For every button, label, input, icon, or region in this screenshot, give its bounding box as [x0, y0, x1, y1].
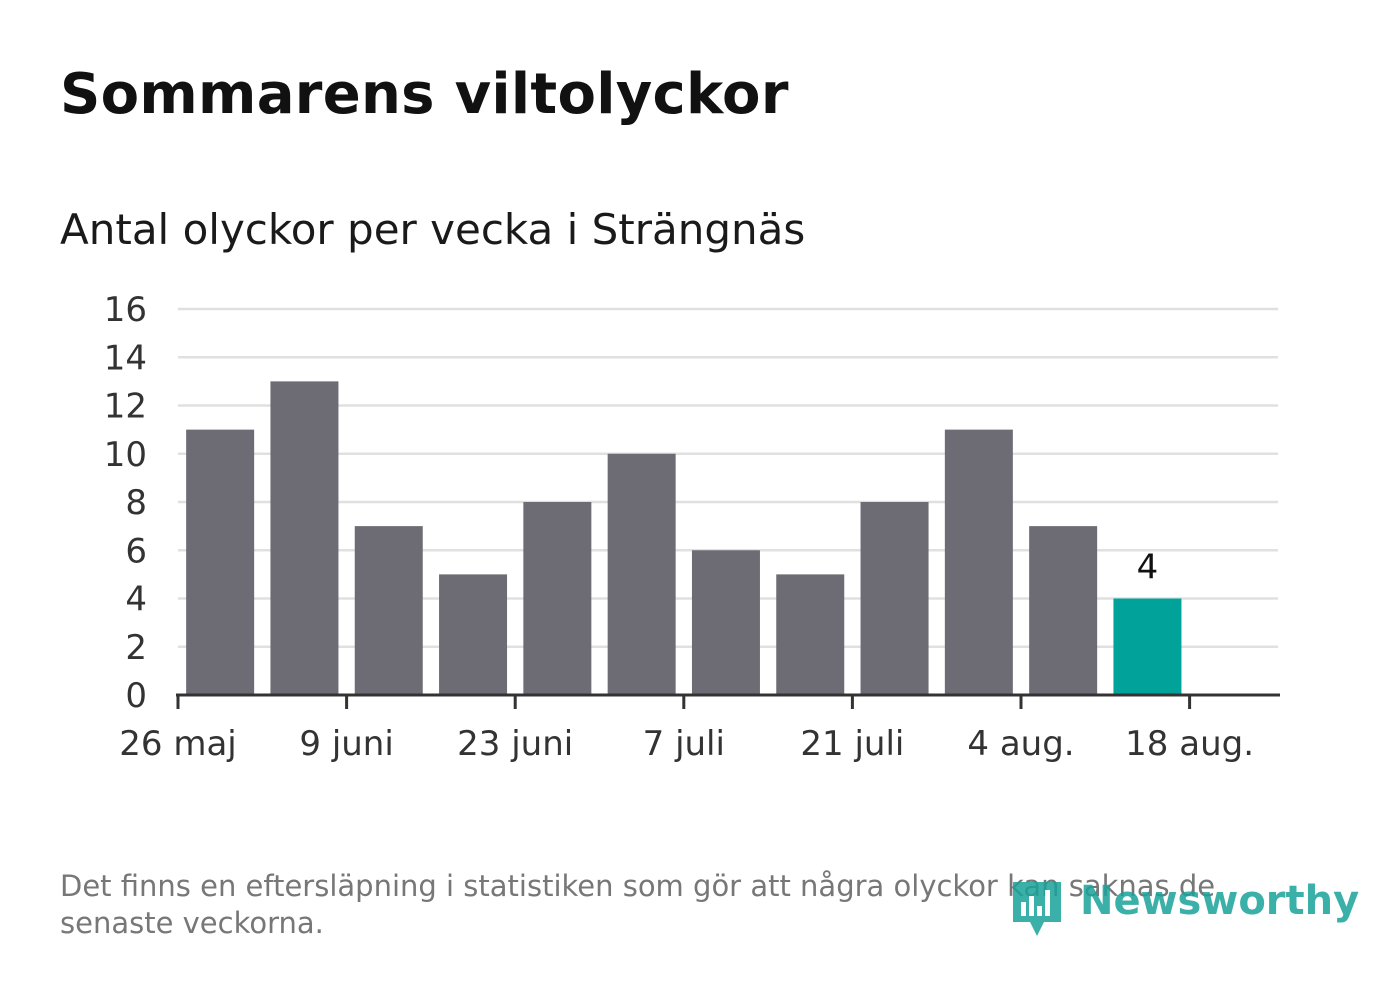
bar [691, 550, 760, 695]
bar [944, 429, 1013, 695]
y-tick-label: 2 [125, 628, 147, 668]
y-tick-label: 12 [104, 387, 147, 427]
labels: 0 2 4 6 8 10 12 14 16 4 26 maj 9 juni 23 juni 7 juli 2… [104, 290, 1254, 764]
y-tick-label: 14 [104, 338, 147, 378]
x-tick-label: 21 juli [800, 724, 904, 764]
chart-subtitle: Antal olyckor per vecka i Strängnäs [60, 205, 806, 254]
data-label: 4 [1137, 548, 1159, 588]
newsworthy-logo-icon [1013, 882, 1061, 936]
x-tick-label: 9 juni [299, 724, 393, 764]
axes [176, 693, 1280, 709]
bar [439, 574, 508, 695]
bar-highlighted [1113, 598, 1182, 695]
y-tick-label: 16 [104, 290, 147, 330]
y-tick-label: 6 [125, 531, 147, 571]
x-tick-label: 7 juli [643, 724, 725, 764]
y-tick-label: 0 [125, 676, 147, 716]
bar [270, 381, 339, 695]
bar [776, 574, 845, 695]
x-tick-label: 26 maj [119, 724, 236, 764]
logo-text: Newsworthy [1080, 878, 1360, 924]
y-tick-label: 4 [125, 580, 147, 620]
y-tick-label: 10 [104, 435, 147, 475]
bar [607, 453, 676, 695]
bar [523, 502, 592, 695]
chart-title: Sommarens viltolyckor [60, 62, 789, 127]
bars [186, 381, 1182, 695]
newsworthy-logo[interactable]: Newsworthy [1010, 876, 1359, 942]
y-tick-label: 8 [125, 483, 147, 523]
x-tick-label: 23 juni [457, 724, 573, 764]
bar [860, 502, 929, 695]
x-tick-label: 4 aug. [967, 724, 1074, 764]
bar [1029, 526, 1098, 695]
bar [354, 526, 423, 695]
x-tick-label: 18 aug. [1125, 724, 1254, 764]
bar [186, 429, 255, 695]
